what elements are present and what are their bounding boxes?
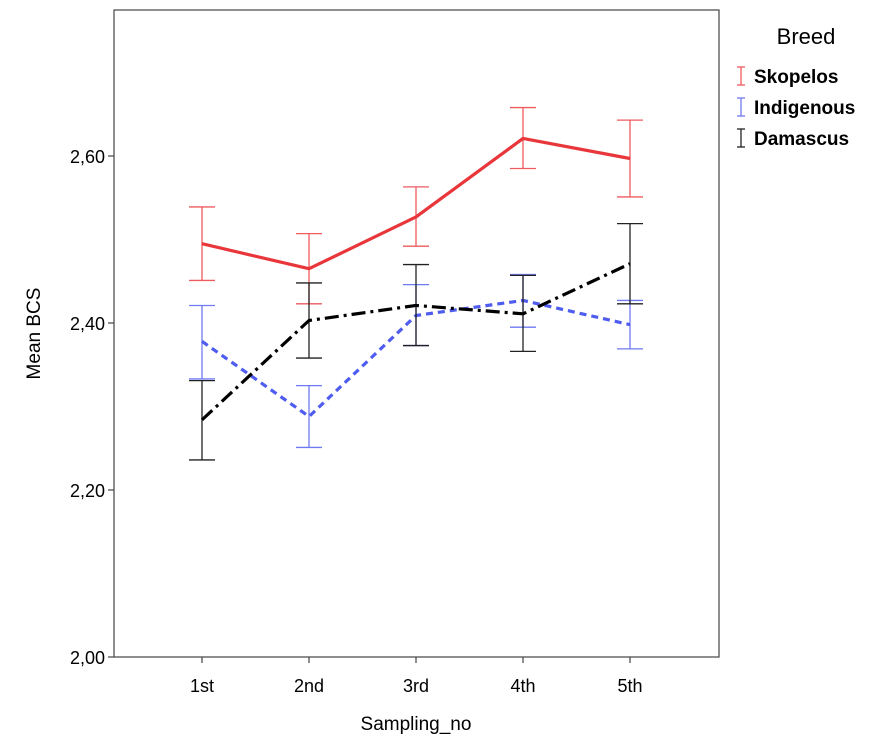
x-axis-label: Sampling_no bbox=[361, 714, 472, 735]
series-line bbox=[200, 262, 631, 422]
legend-title: Breed bbox=[777, 24, 836, 49]
legend-label: Skopelos bbox=[754, 67, 838, 88]
y-axis-label: Mean BCS bbox=[24, 288, 45, 380]
x-axis: 1st 2nd 3rd 4th 5th bbox=[190, 657, 643, 696]
y-tick-label: 2,40 bbox=[70, 314, 105, 334]
y-axis: 2,00 2,20 2,40 2,60 bbox=[70, 147, 114, 668]
series-damascus bbox=[189, 222, 643, 461]
series-line bbox=[201, 136, 631, 271]
y-tick-label: 2,20 bbox=[70, 481, 105, 501]
x-tick-label: 2nd bbox=[294, 676, 324, 696]
x-tick-label: 3rd bbox=[403, 676, 429, 696]
legend-label: Indigenous bbox=[754, 98, 855, 119]
legend-label: Damascus bbox=[754, 129, 849, 150]
x-tick-label: 4th bbox=[510, 676, 535, 696]
y-tick-label: 2,60 bbox=[70, 147, 105, 167]
y-tick-label: 2,00 bbox=[70, 648, 105, 668]
legend: Breed Skopelos Indigenous Damascus bbox=[737, 24, 855, 150]
x-tick-label: 1st bbox=[190, 676, 214, 696]
series-layer bbox=[189, 106, 643, 461]
x-tick-label: 5th bbox=[617, 676, 642, 696]
series-skopelos bbox=[189, 106, 643, 305]
